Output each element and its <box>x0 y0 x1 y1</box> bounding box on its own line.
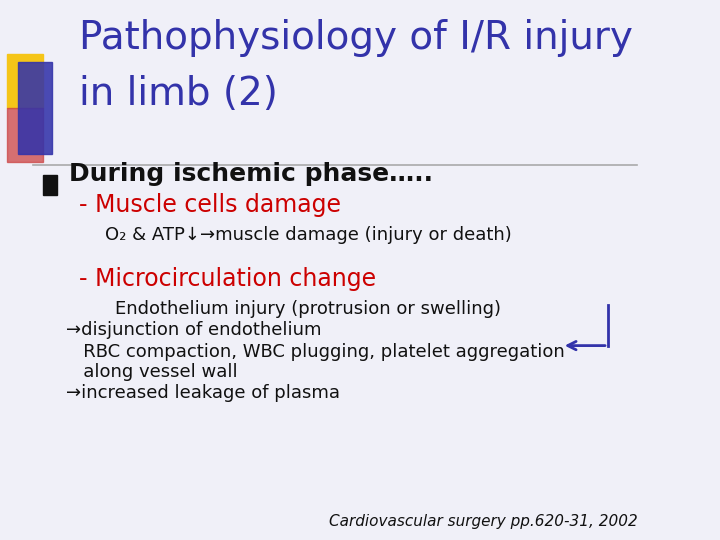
Text: along vessel wall: along vessel wall <box>66 363 238 381</box>
Text: →disjunction of endothelium: →disjunction of endothelium <box>66 321 321 339</box>
Text: in limb (2): in limb (2) <box>79 76 278 113</box>
Text: During ischemic phase…..: During ischemic phase….. <box>69 163 433 186</box>
Text: Cardiovascular surgery pp.620-31, 2002: Cardiovascular surgery pp.620-31, 2002 <box>329 514 637 529</box>
Text: →increased leakage of plasma: →increased leakage of plasma <box>66 384 340 402</box>
Text: Pathophysiology of I/R injury: Pathophysiology of I/R injury <box>79 19 633 57</box>
Bar <box>6 108 42 162</box>
Bar <box>42 175 57 195</box>
Text: O₂ & ATP↓→muscle damage (injury or death): O₂ & ATP↓→muscle damage (injury or death… <box>105 226 512 244</box>
Text: Endothelium injury (protrusion or swelling): Endothelium injury (protrusion or swelli… <box>115 300 501 318</box>
Text: - Microcirculation change: - Microcirculation change <box>79 267 376 291</box>
Bar <box>18 62 52 154</box>
Text: - Muscle cells damage: - Muscle cells damage <box>79 193 341 217</box>
Bar <box>6 54 42 108</box>
Text: RBC compaction, WBC plugging, platelet aggregation: RBC compaction, WBC plugging, platelet a… <box>66 343 564 361</box>
